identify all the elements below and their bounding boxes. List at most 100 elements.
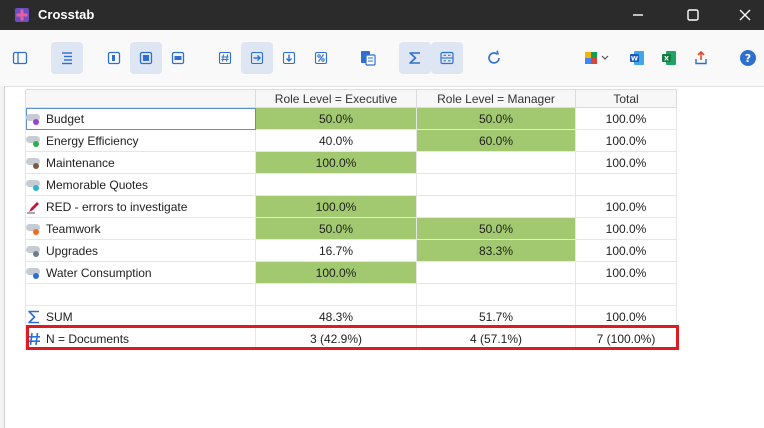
sum-button[interactable] [399, 42, 431, 74]
panel-layout-icon [12, 51, 28, 65]
svg-text:W: W [631, 54, 638, 62]
toolbar: W X ? [0, 30, 764, 86]
table-row[interactable]: Water Consumption 100.0% 100.0% [25, 261, 677, 284]
value-cell[interactable] [416, 151, 576, 174]
value-cell[interactable]: 100.0% [255, 151, 417, 174]
value-cell[interactable]: 100.0% [255, 261, 417, 284]
table-row[interactable]: Memorable Quotes [25, 173, 677, 196]
row-header-budget[interactable]: Budget [25, 107, 256, 130]
row-percent-button[interactable] [98, 42, 130, 74]
row-header-red-errors-to-investigate[interactable]: RED - errors to investigate [25, 195, 256, 218]
row-header-maintenance[interactable]: Maintenance [25, 151, 256, 174]
empty-cell [416, 283, 576, 306]
value-cell[interactable]: 50.0% [255, 217, 417, 240]
table-row[interactable]: Energy Efficiency 40.0% 60.0% 100.0% [25, 129, 677, 152]
sum-row-header[interactable]: SUM [25, 305, 256, 328]
value-cell[interactable]: 4 (57.1%) [416, 327, 576, 350]
value-cell[interactable] [416, 261, 576, 284]
export-down-button[interactable] [273, 42, 305, 74]
value-cell[interactable]: 40.0% [255, 129, 417, 152]
value-cell[interactable]: 48.3% [255, 305, 417, 328]
row-header-teamwork[interactable]: Teamwork [25, 217, 256, 240]
share-export-button[interactable] [685, 42, 717, 74]
value-cell[interactable]: 60.0% [416, 129, 576, 152]
row-header-memorable-quotes[interactable]: Memorable Quotes [25, 173, 256, 196]
value-cell[interactable]: 100.0% [575, 261, 677, 284]
value-cell[interactable]: 16.7% [255, 239, 417, 262]
crosstab-table: Role Level = Executive Role Level = Mana… [25, 89, 677, 350]
panel-layout-button[interactable] [4, 42, 36, 74]
value-cell[interactable]: 100.0% [575, 305, 677, 328]
column-percent-button[interactable] [130, 42, 162, 74]
value-cell[interactable]: 50.0% [416, 107, 576, 130]
percent-button[interactable] [305, 42, 337, 74]
excel-export-button[interactable]: X [653, 42, 685, 74]
close-button[interactable] [722, 0, 764, 30]
word-export-icon: W [630, 51, 644, 65]
value-cell[interactable] [416, 173, 576, 196]
code-icon [26, 178, 43, 192]
help-button[interactable]: ? [732, 42, 764, 74]
value-cell[interactable]: 51.7% [416, 305, 576, 328]
minimize-button[interactable] [615, 0, 661, 30]
value-cell[interactable]: 100.0% [575, 129, 677, 152]
show-counts-button[interactable] [209, 42, 241, 74]
row-header-energy-efficiency[interactable]: Energy Efficiency [25, 129, 256, 152]
total-percent-icon [171, 51, 185, 65]
align-center-button[interactable] [51, 42, 83, 74]
value-cell[interactable] [255, 173, 417, 196]
value-cell[interactable]: 100.0% [575, 239, 677, 262]
table-toggle-icon [440, 51, 454, 65]
export-right-icon [250, 51, 264, 65]
refresh-button[interactable] [478, 42, 510, 74]
table-row[interactable]: Maintenance 100.0% 100.0% [25, 151, 677, 174]
value-cell[interactable]: 83.3% [416, 239, 576, 262]
column-header-executive[interactable]: Role Level = Executive [255, 89, 417, 108]
row-label: Maintenance [46, 155, 115, 170]
maximize-button[interactable] [670, 0, 716, 30]
spacer-row [25, 283, 677, 306]
color-picker-button[interactable] [578, 42, 616, 74]
value-cell[interactable]: 7 (100.0%) [575, 327, 677, 350]
crosstab-app-icon [15, 8, 29, 22]
value-cell[interactable]: 100.0% [255, 195, 417, 218]
word-export-button[interactable]: W [621, 42, 653, 74]
value-cell[interactable]: 3 (42.9%) [255, 327, 417, 350]
empty-cell [575, 283, 677, 306]
value-cell[interactable]: 100.0% [575, 151, 677, 174]
title-bar: Crosstab [0, 0, 764, 30]
row-label: SUM [46, 309, 73, 324]
value-cell[interactable]: 100.0% [575, 107, 677, 130]
value-cell[interactable]: 100.0% [575, 217, 677, 240]
code-icon [26, 244, 43, 258]
sum-row[interactable]: SUM 48.3% 51.7% 100.0% [25, 305, 677, 328]
value-cell[interactable] [416, 195, 576, 218]
table-row[interactable]: Upgrades 16.7% 83.3% 100.0% [25, 239, 677, 262]
column-header-total[interactable]: Total [575, 89, 677, 108]
maximize-icon [687, 9, 699, 21]
total-percent-button[interactable] [162, 42, 194, 74]
header-row: Role Level = Executive Role Level = Mana… [25, 89, 677, 108]
table-toggle-button[interactable] [431, 42, 463, 74]
row-label: Teamwork [46, 221, 101, 236]
table-row[interactable]: Budget 50.0% 50.0% 100.0% [25, 107, 677, 130]
row-label: Budget [46, 111, 85, 126]
value-cell[interactable] [575, 173, 677, 196]
sum-icon [409, 52, 420, 64]
n-documents-row-header[interactable]: N = Documents [25, 327, 256, 350]
hash-icon [28, 332, 40, 345]
code-icon [26, 222, 43, 236]
align-center-icon [62, 52, 72, 65]
table-row[interactable]: RED - errors to investigate 100.0% 100.0% [25, 195, 677, 218]
value-cell[interactable]: 100.0% [575, 195, 677, 218]
export-right-button[interactable] [241, 42, 273, 74]
n-documents-row[interactable]: N = Documents 3 (42.9%) 4 (57.1%) 7 (100.0%… [25, 327, 677, 350]
row-header-upgrades[interactable]: Upgrades [25, 239, 256, 262]
value-cell[interactable]: 50.0% [255, 107, 417, 130]
document-code-button[interactable] [352, 42, 384, 74]
row-header-water-consumption[interactable]: Water Consumption [25, 261, 256, 284]
column-percent-icon [139, 51, 153, 65]
table-row[interactable]: Teamwork 50.0% 50.0% 100.0% [25, 217, 677, 240]
column-header-manager[interactable]: Role Level = Manager [416, 89, 576, 108]
value-cell[interactable]: 50.0% [416, 217, 576, 240]
